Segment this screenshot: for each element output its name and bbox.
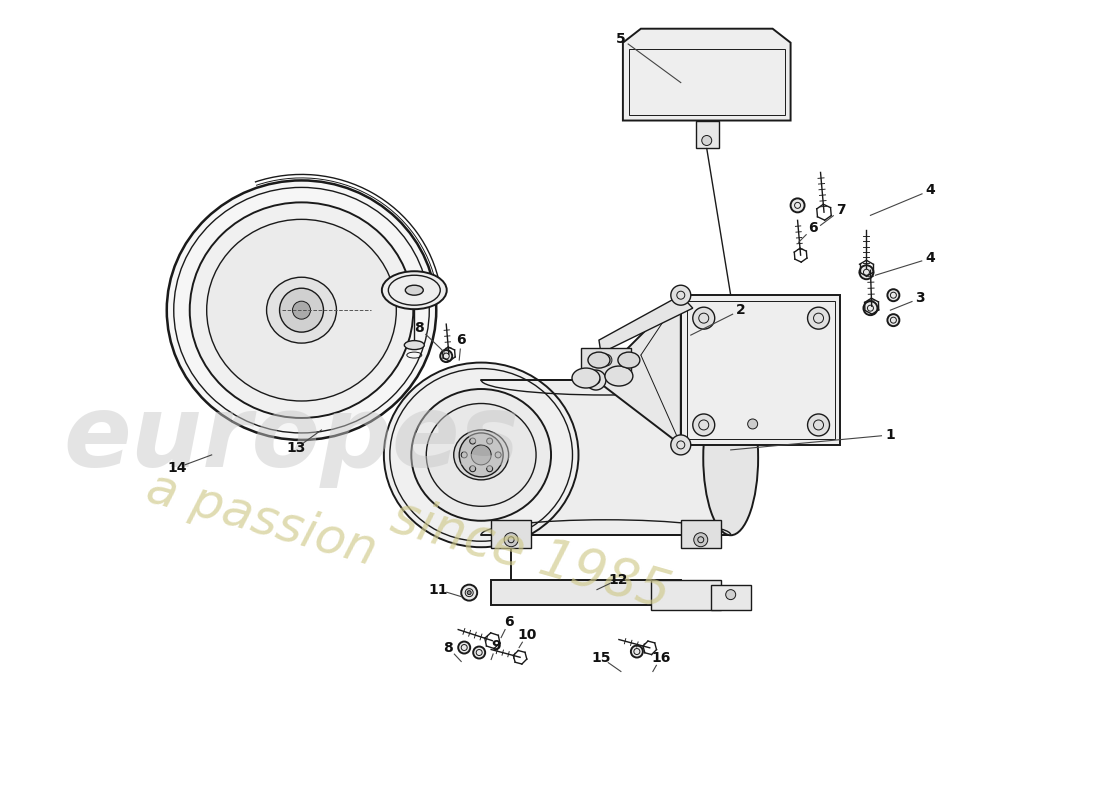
Circle shape (293, 301, 310, 319)
Polygon shape (711, 585, 750, 610)
Circle shape (495, 452, 502, 458)
Text: 8: 8 (415, 321, 425, 335)
Polygon shape (623, 29, 791, 121)
Circle shape (693, 307, 715, 329)
Text: 4: 4 (925, 251, 935, 266)
Circle shape (600, 354, 612, 366)
Ellipse shape (382, 271, 447, 309)
Circle shape (461, 585, 477, 601)
Text: 6: 6 (504, 614, 514, 629)
Text: 3: 3 (915, 291, 925, 305)
Circle shape (279, 288, 323, 332)
Text: since 1985: since 1985 (386, 490, 676, 619)
Polygon shape (596, 295, 681, 445)
Polygon shape (681, 520, 720, 548)
Text: 11: 11 (429, 582, 448, 597)
Circle shape (693, 414, 715, 436)
Ellipse shape (427, 403, 536, 506)
Circle shape (748, 419, 758, 429)
Circle shape (702, 135, 712, 146)
Polygon shape (481, 380, 730, 534)
Circle shape (471, 445, 492, 465)
Circle shape (504, 533, 518, 546)
Ellipse shape (453, 430, 508, 480)
Polygon shape (681, 295, 840, 445)
Text: 6: 6 (456, 333, 466, 347)
Circle shape (694, 533, 707, 546)
Circle shape (440, 350, 452, 362)
Ellipse shape (167, 181, 437, 440)
Circle shape (726, 590, 736, 600)
Circle shape (859, 266, 873, 279)
Polygon shape (581, 348, 631, 375)
Ellipse shape (618, 352, 640, 368)
Circle shape (473, 646, 485, 658)
Circle shape (888, 290, 900, 301)
Circle shape (461, 452, 468, 458)
Circle shape (791, 198, 804, 212)
Text: 10: 10 (517, 627, 537, 642)
Text: a passion: a passion (141, 464, 382, 575)
Text: 2: 2 (736, 303, 746, 317)
Circle shape (586, 370, 606, 390)
Circle shape (459, 642, 470, 654)
Ellipse shape (189, 202, 414, 418)
Text: 7: 7 (836, 203, 845, 218)
Text: 5: 5 (616, 32, 626, 46)
Circle shape (459, 433, 503, 477)
Polygon shape (651, 580, 720, 610)
Circle shape (486, 466, 493, 472)
Circle shape (468, 590, 471, 594)
Circle shape (807, 307, 829, 329)
Text: 13: 13 (287, 441, 306, 455)
Ellipse shape (588, 352, 609, 368)
Circle shape (864, 301, 878, 315)
Text: 16: 16 (651, 650, 671, 665)
Circle shape (807, 414, 829, 436)
Polygon shape (492, 520, 531, 548)
Circle shape (671, 435, 691, 455)
Ellipse shape (207, 219, 396, 401)
Text: 9: 9 (492, 638, 500, 653)
Circle shape (888, 314, 900, 326)
Ellipse shape (266, 278, 337, 343)
Polygon shape (492, 580, 681, 605)
Ellipse shape (605, 366, 632, 386)
Circle shape (486, 438, 493, 444)
Text: 12: 12 (608, 573, 628, 586)
Polygon shape (598, 295, 693, 353)
Ellipse shape (405, 341, 425, 350)
Ellipse shape (405, 286, 424, 295)
Circle shape (631, 646, 642, 658)
Text: 1: 1 (886, 428, 895, 442)
Ellipse shape (703, 381, 758, 535)
Ellipse shape (411, 389, 551, 521)
Text: 15: 15 (591, 650, 611, 665)
Text: europes: europes (64, 391, 519, 489)
Text: 4: 4 (925, 183, 935, 198)
Text: 8: 8 (443, 641, 453, 654)
Text: 14: 14 (167, 461, 187, 475)
Ellipse shape (384, 362, 579, 547)
Text: 6: 6 (807, 222, 817, 235)
Polygon shape (696, 121, 718, 149)
Ellipse shape (572, 368, 600, 388)
Circle shape (470, 438, 475, 444)
Circle shape (470, 466, 475, 472)
Circle shape (671, 286, 691, 305)
